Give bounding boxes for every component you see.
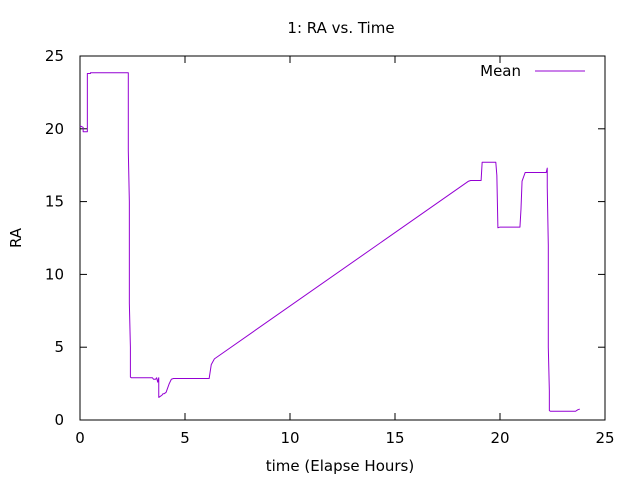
y-tick-label-10: 10: [45, 265, 64, 283]
x-tick-label-10: 10: [280, 429, 299, 447]
x-tick-label-20: 20: [490, 429, 509, 447]
series-layer: [79, 72, 580, 412]
x-axis-label: time (Elapse Hours): [266, 457, 414, 475]
x-tick-label-5: 5: [180, 429, 190, 447]
y-tick-label-20: 20: [45, 120, 64, 138]
chart-title: 1: RA vs. Time: [287, 19, 394, 37]
y-axis-label: RA: [7, 227, 25, 248]
legend: Mean: [480, 62, 585, 80]
y-tick-label-15: 15: [45, 193, 64, 211]
legend-label-mean: Mean: [480, 62, 521, 80]
plot-frame: [79, 55, 606, 421]
x-tick-label-0: 0: [75, 429, 85, 447]
y-tick-label-25: 25: [45, 47, 64, 65]
y-tick-label-5: 5: [54, 338, 64, 356]
x-tick-label-25: 25: [595, 429, 614, 447]
y-tick-label-0: 0: [54, 411, 64, 429]
x-tick-label-15: 15: [385, 429, 404, 447]
x-axis-ticks: 0 5 10 15 20 25: [75, 56, 615, 447]
series-line-mean: [79, 72, 580, 412]
